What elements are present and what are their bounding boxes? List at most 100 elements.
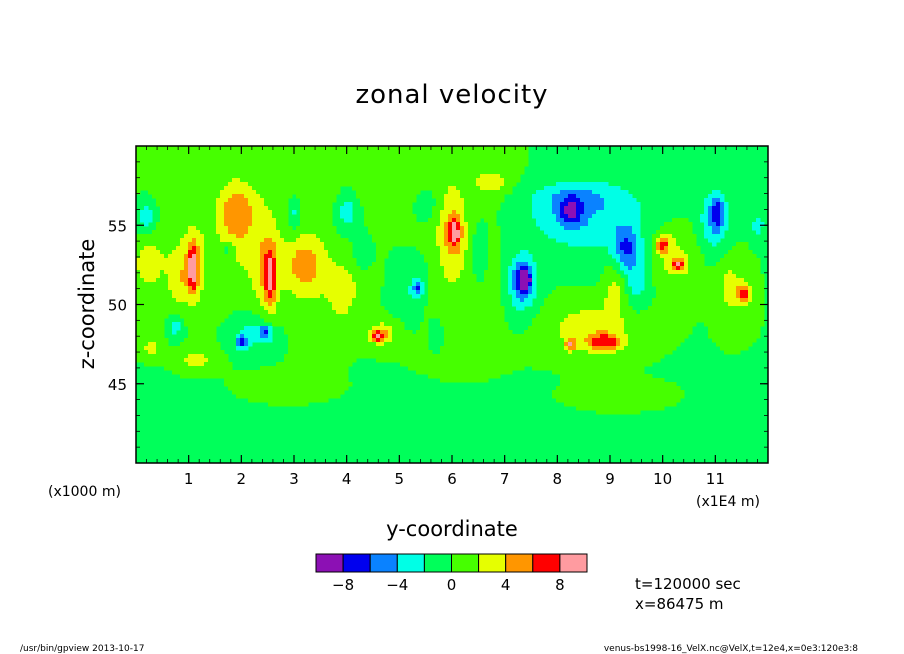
contour-cell — [440, 222, 445, 227]
contour-cell — [328, 298, 353, 303]
contour-cell — [300, 214, 333, 219]
contour-cell — [528, 282, 533, 287]
contour-cell — [260, 270, 265, 275]
contour-cell — [216, 222, 225, 227]
contour-cell — [564, 338, 569, 343]
contour-cell — [392, 330, 413, 335]
contour-cell — [720, 258, 761, 263]
contour-cell — [528, 270, 533, 275]
contour-cell — [372, 334, 377, 339]
contour-cell — [552, 370, 645, 375]
contour-cell — [160, 270, 165, 275]
contour-cell — [552, 394, 685, 399]
contour-cell — [352, 278, 385, 283]
contour-cell — [512, 282, 517, 287]
contour-cell — [380, 338, 385, 343]
contour-cell — [480, 174, 501, 179]
contour-cell — [600, 194, 633, 199]
contour-cell — [196, 238, 205, 243]
contour-cell — [440, 214, 449, 219]
contour-cell — [520, 270, 529, 275]
contour-cell — [184, 234, 205, 239]
contour-cell — [412, 282, 417, 287]
contour-cell — [352, 298, 381, 303]
contour-cell — [712, 206, 721, 211]
contour-cell — [144, 278, 157, 283]
contour-cell — [260, 242, 277, 247]
contour-cell — [532, 270, 537, 275]
contour-cell — [136, 178, 233, 183]
contour-cell — [204, 246, 225, 251]
contour-cell — [632, 230, 641, 235]
contour-cell — [156, 202, 217, 207]
contour-cell — [268, 334, 273, 339]
contour-cell — [556, 218, 565, 223]
contour-cell — [712, 202, 717, 207]
contour-cell — [732, 270, 761, 275]
x-tick-label: 5 — [395, 470, 405, 488]
contour-cell — [204, 266, 245, 271]
contour-cell — [508, 270, 513, 275]
contour-cell — [232, 242, 261, 247]
contour-cell — [196, 254, 201, 259]
contour-cell — [364, 206, 413, 211]
contour-cell — [624, 270, 645, 275]
contour-cell — [136, 306, 265, 311]
contour-cell — [268, 206, 289, 211]
contour-cell — [608, 290, 621, 295]
contour-cell — [440, 346, 565, 351]
contour-cell — [160, 274, 169, 279]
contour-cell — [560, 374, 653, 379]
contour-cell — [376, 242, 437, 247]
contour-cell — [272, 322, 381, 327]
contour-cell — [572, 350, 589, 355]
y-tick-label: 50 — [108, 297, 127, 315]
contour-cell — [420, 250, 441, 255]
contour-cell — [576, 194, 601, 199]
contour-cell — [376, 358, 661, 363]
contour-cell — [160, 206, 217, 211]
contour-cell — [616, 338, 621, 343]
contour-cell — [376, 330, 381, 335]
contour-cell — [228, 226, 249, 231]
contour-cell — [276, 250, 297, 255]
contour-cell — [272, 254, 277, 259]
contour-cell — [592, 346, 617, 351]
contour-cell — [624, 322, 697, 327]
contour-cell — [188, 290, 197, 295]
colorbar-tick-label: 4 — [501, 576, 511, 594]
contour-cell — [620, 246, 633, 251]
contour-cell — [420, 326, 429, 331]
contour-cell — [136, 190, 141, 195]
contour-cell — [532, 194, 553, 199]
contour-cell — [372, 238, 437, 243]
contour-cell — [524, 330, 561, 335]
contour-cell — [544, 298, 605, 303]
contour-cell — [528, 286, 533, 291]
contour-cell — [280, 290, 293, 295]
contour-cell — [588, 218, 641, 223]
contour-cell — [188, 226, 197, 231]
contour-cell — [708, 194, 725, 199]
contour-cell — [444, 274, 461, 279]
contour-cell — [136, 250, 141, 255]
contour-cell — [488, 254, 501, 259]
contour-cell — [236, 254, 261, 259]
contour-cell — [172, 250, 189, 255]
contour-cell — [188, 266, 197, 271]
contour-cell — [272, 210, 289, 215]
contour-cell — [292, 210, 297, 215]
contour-cell — [248, 182, 477, 187]
contour-cell — [184, 322, 221, 327]
contour-cell — [356, 190, 421, 195]
contour-cell — [252, 218, 277, 223]
contour-cell — [248, 398, 329, 403]
contour-cell — [272, 302, 277, 307]
contour-cell — [276, 266, 293, 271]
y-tick-label: 45 — [108, 376, 127, 394]
contour-cell — [704, 234, 725, 239]
contour-cell — [580, 198, 605, 203]
contour-cell — [408, 366, 525, 371]
contour-cell — [736, 286, 749, 291]
contour-cell — [248, 338, 273, 343]
